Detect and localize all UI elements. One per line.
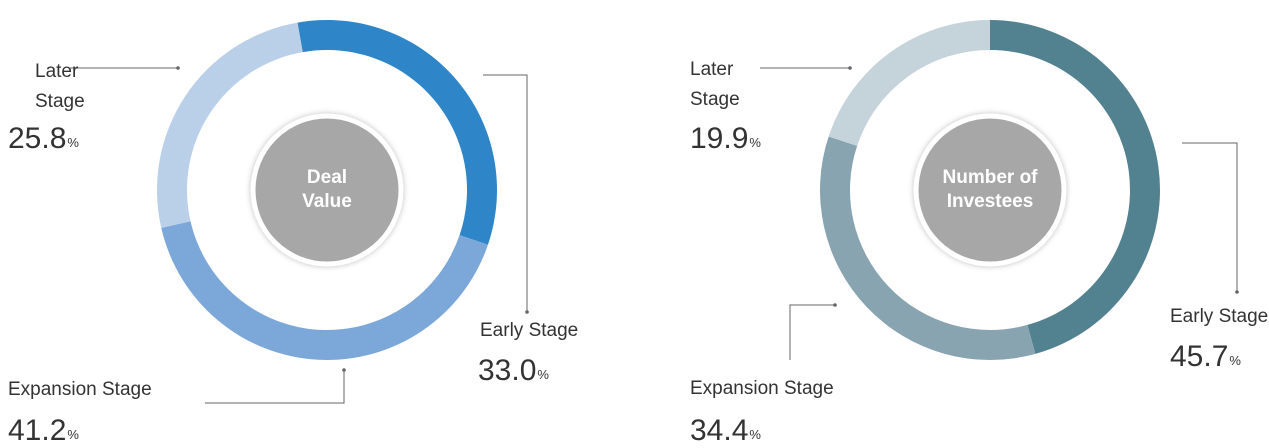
donut-segment bbox=[819, 136, 1036, 361]
center-label: Number of bbox=[943, 167, 1039, 188]
category-label: Later Stage bbox=[690, 59, 740, 110]
leader-line bbox=[483, 74, 528, 312]
value-unit: % bbox=[67, 427, 79, 442]
value-label: 19.9% bbox=[690, 122, 761, 156]
center-disc bbox=[913, 113, 1067, 267]
value-number: 34.4 bbox=[690, 414, 749, 447]
leader-line bbox=[205, 370, 345, 404]
leader-dot bbox=[525, 310, 529, 314]
donut-segment bbox=[828, 20, 990, 146]
donut-segment bbox=[990, 20, 1161, 354]
category-label: Expansion Stage bbox=[690, 378, 834, 399]
value-label: 33.0% bbox=[478, 354, 549, 388]
leader-dot bbox=[848, 66, 852, 70]
value-number: 25.8 bbox=[8, 122, 67, 155]
category-label: Early Stage bbox=[480, 320, 579, 341]
value-label: 41.2% bbox=[8, 414, 79, 448]
value-unit: % bbox=[1229, 353, 1241, 368]
donut-segment bbox=[297, 19, 498, 245]
category-label: Expansion Stage bbox=[8, 379, 152, 400]
leader-dot bbox=[1235, 290, 1239, 294]
value-label: 25.8% bbox=[8, 122, 79, 156]
value-number: 19.9 bbox=[690, 122, 749, 155]
value-label: 34.4% bbox=[690, 414, 761, 448]
category-label: Later Stage bbox=[35, 61, 85, 112]
category-label: Early Stage bbox=[1170, 306, 1269, 327]
center-label: Value bbox=[302, 191, 352, 212]
leader-dot bbox=[342, 368, 346, 372]
value-unit: % bbox=[537, 367, 549, 382]
leader-line bbox=[1182, 142, 1238, 292]
value-number: 33.0 bbox=[478, 354, 537, 387]
leader-dot bbox=[176, 66, 180, 70]
center-label: Investees bbox=[947, 191, 1034, 212]
value-unit: % bbox=[67, 135, 79, 150]
value-unit: % bbox=[749, 427, 761, 442]
value-number: 45.7 bbox=[1170, 340, 1229, 373]
donut-segment bbox=[157, 22, 303, 228]
center-label: Deal bbox=[307, 167, 347, 188]
leader-line bbox=[789, 304, 835, 360]
value-unit: % bbox=[749, 135, 761, 150]
center-disc bbox=[250, 113, 404, 267]
donut-segment bbox=[161, 221, 488, 360]
value-label: 45.7% bbox=[1170, 340, 1241, 374]
leader-dot bbox=[833, 303, 837, 307]
value-number: 41.2 bbox=[8, 414, 67, 447]
